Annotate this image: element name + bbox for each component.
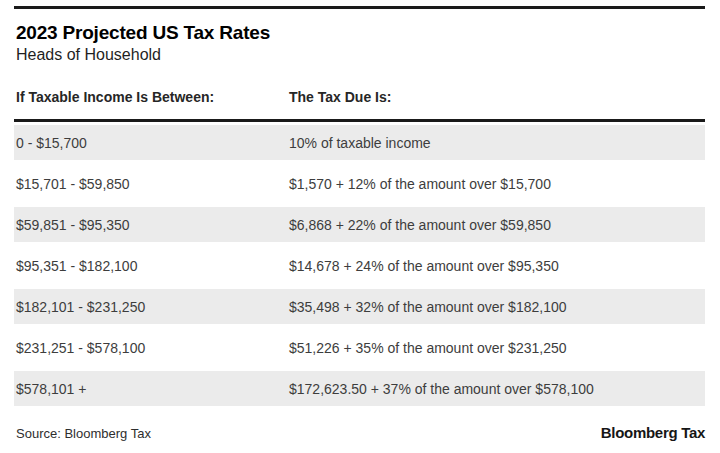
column-headers: If Taxable Income Is Between: The Tax Du… (16, 89, 705, 106)
tax-due-cell: $51,226 + 35% of the amount over $231,25… (289, 340, 705, 356)
page-subtitle: Heads of Household (16, 45, 704, 64)
footer: Source: Bloomberg Tax Bloomberg Tax (16, 424, 705, 442)
table-row: $95,351 - $182,100 $14,678 + 24% of the … (14, 245, 705, 286)
tax-due-cell: 10% of taxable income (289, 135, 705, 151)
tax-bracket-table: 0 - $15,700 10% of taxable income $15,70… (14, 122, 705, 409)
table-row: $578,101 + $172,623.50 + 37% of the amou… (14, 368, 705, 409)
tax-due-cell: $172,623.50 + 37% of the amount over $57… (289, 381, 705, 397)
table-row: 0 - $15,700 10% of taxable income (14, 122, 705, 163)
tax-due-cell: $6,868 + 22% of the amount over $59,850 (289, 217, 705, 233)
column-header-tax-due: The Tax Due Is: (289, 89, 705, 106)
income-range-cell: $15,701 - $59,850 (16, 176, 289, 192)
table-row: $182,101 - $231,250 $35,498 + 32% of the… (14, 286, 705, 327)
bloomberg-tax-logo: Bloomberg Tax (601, 424, 705, 442)
tax-due-cell: $1,570 + 12% of the amount over $15,700 (289, 176, 705, 192)
tax-table-page: 2023 Projected US Tax Rates Heads of Hou… (0, 6, 720, 442)
top-rule (14, 6, 705, 9)
tax-due-cell: $14,678 + 24% of the amount over $95,350 (289, 258, 705, 274)
page-title: 2023 Projected US Tax Rates (16, 22, 704, 44)
table-row: $15,701 - $59,850 $1,570 + 12% of the am… (14, 163, 705, 204)
income-range-cell: $578,101 + (16, 381, 289, 397)
income-range-cell: $182,101 - $231,250 (16, 299, 289, 315)
column-header-income: If Taxable Income Is Between: (16, 89, 289, 106)
tax-due-cell: $35,498 + 32% of the amount over $182,10… (289, 299, 705, 315)
income-range-cell: $95,351 - $182,100 (16, 258, 289, 274)
income-range-cell: $231,251 - $578,100 (16, 340, 289, 356)
source-attribution: Source: Bloomberg Tax (16, 426, 151, 442)
table-row: $231,251 - $578,100 $51,226 + 35% of the… (14, 327, 705, 368)
table-row: $59,851 - $95,350 $6,868 + 22% of the am… (14, 204, 705, 245)
income-range-cell: $59,851 - $95,350 (16, 217, 289, 233)
income-range-cell: 0 - $15,700 (16, 135, 289, 151)
